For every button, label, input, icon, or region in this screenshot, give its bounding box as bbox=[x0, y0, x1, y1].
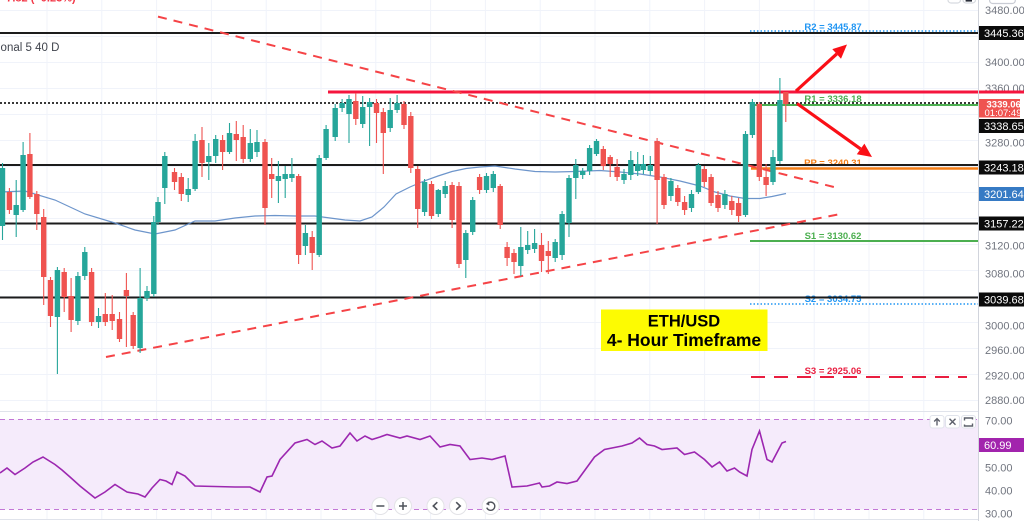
svg-text:3039.68: 3039.68 bbox=[984, 295, 1024, 307]
svg-text:3000.00: 3000.00 bbox=[985, 321, 1024, 333]
svg-text:3080.00: 3080.00 bbox=[985, 269, 1024, 281]
svg-text:3280.00: 3280.00 bbox=[985, 138, 1024, 150]
svg-text:S2 = 3034.75: S2 = 3034.75 bbox=[805, 294, 863, 305]
svg-text:R2 = 3445.87: R2 = 3445.87 bbox=[804, 22, 861, 33]
svg-text:2960.00: 2960.00 bbox=[985, 345, 1024, 357]
svg-text:S1 = 3130.62: S1 = 3130.62 bbox=[805, 231, 862, 242]
svg-text:2920.00: 2920.00 bbox=[985, 371, 1024, 383]
svg-text:4- Hour Timeframe: 4- Hour Timeframe bbox=[607, 330, 762, 350]
svg-text:40.00: 40.00 bbox=[985, 486, 1013, 498]
svg-text:3339.06 −7.82 (−0.23%): 3339.06 −7.82 (−0.23%) bbox=[0, 0, 76, 5]
svg-text:R1 = 3336.18: R1 = 3336.18 bbox=[804, 94, 861, 105]
svg-text:ETH/USD: ETH/USD bbox=[648, 313, 721, 331]
svg-text:3400.00: 3400.00 bbox=[985, 57, 1024, 69]
svg-text:2880.00: 2880.00 bbox=[985, 395, 1024, 407]
svg-text:3445.36: 3445.36 bbox=[984, 28, 1024, 40]
svg-text:3201.64: 3201.64 bbox=[984, 189, 1024, 201]
svg-text:60.99: 60.99 bbox=[984, 440, 1012, 452]
svg-text:3120.00: 3120.00 bbox=[985, 241, 1024, 253]
svg-text:3157.22: 3157.22 bbox=[984, 219, 1024, 231]
svg-text:3338.65: 3338.65 bbox=[984, 121, 1024, 133]
svg-text:50.00: 50.00 bbox=[985, 463, 1013, 475]
svg-text:3339.06: 3339.06 bbox=[987, 100, 1021, 111]
svg-text:3480.00: 3480.00 bbox=[985, 5, 1024, 17]
svg-text:S3 = 2925.06: S3 = 2925.06 bbox=[805, 366, 862, 377]
svg-text:70.00: 70.00 bbox=[985, 416, 1013, 428]
svg-text:ional 5 40 D: ional 5 40 D bbox=[0, 42, 59, 54]
svg-text:30.00: 30.00 bbox=[985, 509, 1013, 521]
svg-text:3243.18: 3243.18 bbox=[984, 163, 1024, 175]
svg-text:01:07:49: 01:07:49 bbox=[985, 108, 1022, 119]
svg-text:PP = 3240.31: PP = 3240.31 bbox=[804, 158, 862, 169]
